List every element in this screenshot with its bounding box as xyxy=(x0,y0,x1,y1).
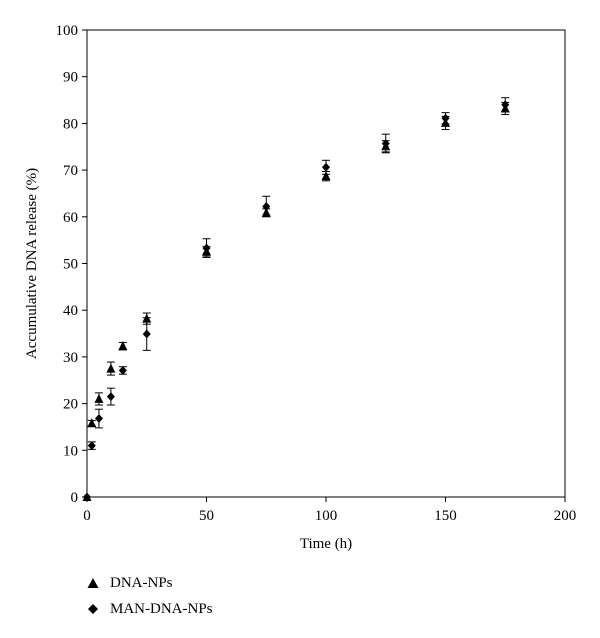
data-point-diamond xyxy=(202,243,211,253)
diamond-marker-icon xyxy=(86,602,100,616)
y-tick-label: 60 xyxy=(63,210,78,226)
data-point-triangle xyxy=(94,393,104,403)
data-point-triangle xyxy=(118,341,128,351)
series-triangle xyxy=(82,101,510,501)
plot-frame xyxy=(86,29,566,498)
data-point-diamond xyxy=(501,100,510,110)
x-tick-label: 50 xyxy=(199,508,214,524)
data-point-diamond xyxy=(87,441,96,451)
data-point-triangle xyxy=(87,418,97,428)
y-tick-label: 80 xyxy=(63,116,78,132)
axis-ticks: 0 50 100 150 200 0 10 20 30 40 50 60 70 80 90 100 xyxy=(56,23,577,524)
x-tick-label: 0 xyxy=(83,508,91,524)
triangle-marker-icon xyxy=(86,576,100,590)
data-marks xyxy=(82,97,510,502)
legend-label-dna-nps: DNA-NPs xyxy=(110,574,173,591)
data-point-triangle xyxy=(321,171,331,181)
data-point-diamond xyxy=(94,414,103,424)
data-point-diamond xyxy=(262,202,271,212)
y-tick-label: 100 xyxy=(56,23,79,39)
x-axis-label: Time (h) xyxy=(300,536,352,552)
data-point-triangle xyxy=(106,363,116,373)
y-tick-label: 40 xyxy=(63,303,78,319)
y-tick-label: 70 xyxy=(63,163,78,179)
release-scatter-chart: 0 50 100 150 200 0 10 20 30 40 50 60 70 80 90 100 Time … xyxy=(24,23,577,552)
y-tick-label: 50 xyxy=(63,257,78,273)
y-tick-label: 30 xyxy=(63,350,78,366)
y-tick-label: 20 xyxy=(63,397,78,413)
legend-item-dna-nps: DNA-NPs xyxy=(86,572,213,594)
data-point-diamond xyxy=(142,329,151,339)
y-axis-label: Accumulative DNA release (%) xyxy=(24,168,40,359)
data-point-diamond xyxy=(106,392,115,402)
y-tick-label: 0 xyxy=(71,490,79,506)
x-tick-label: 150 xyxy=(434,508,457,524)
data-point-diamond xyxy=(322,162,330,172)
x-tick-label: 100 xyxy=(315,508,338,524)
x-tick-label: 200 xyxy=(554,508,577,524)
legend: DNA-NPs MAN-DNA-NPs xyxy=(86,572,213,624)
series-diamond xyxy=(83,97,510,502)
y-tick-label: 10 xyxy=(63,443,78,459)
data-point-diamond xyxy=(83,492,91,502)
legend-item-man-dna-nps: MAN-DNA-NPs xyxy=(86,598,213,620)
data-point-diamond xyxy=(441,113,450,123)
data-point-diamond xyxy=(118,365,127,375)
legend-label-man-dna-nps: MAN-DNA-NPs xyxy=(110,600,213,617)
data-point-diamond xyxy=(381,138,390,148)
y-tick-label: 90 xyxy=(63,70,78,86)
